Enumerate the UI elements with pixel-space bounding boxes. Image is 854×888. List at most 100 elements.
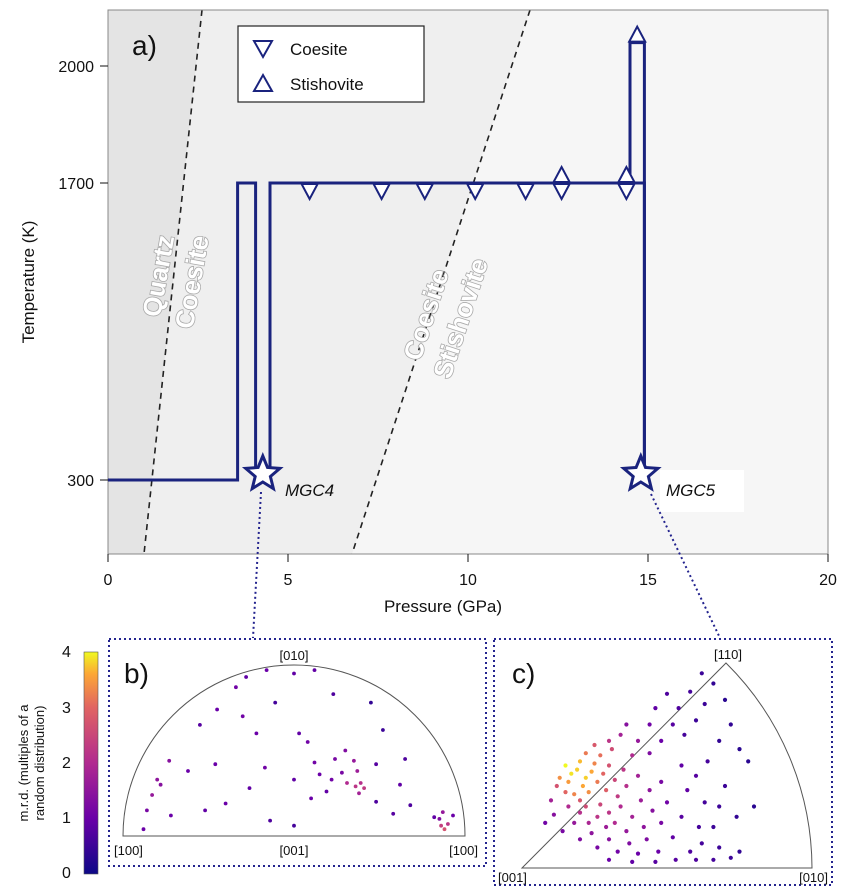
ipf-point bbox=[693, 718, 699, 723]
ipf-point bbox=[751, 804, 757, 809]
ipf-point bbox=[566, 804, 571, 809]
colorbar-tick: 0 bbox=[62, 865, 71, 882]
coesite-marker bbox=[465, 183, 485, 202]
y-axis: 2000 1700 300 bbox=[58, 59, 108, 490]
pole-label-100-right: [100] bbox=[449, 843, 478, 858]
ipf-point bbox=[606, 857, 612, 862]
coesite-marker bbox=[299, 183, 320, 202]
ipf-point bbox=[345, 781, 349, 785]
ipf-point bbox=[329, 777, 334, 782]
ipf-point bbox=[292, 823, 296, 828]
ipf-point bbox=[728, 722, 733, 727]
ipf-point bbox=[673, 857, 678, 862]
ipf-point bbox=[254, 731, 259, 736]
ipf-point bbox=[403, 757, 407, 761]
ipf-point bbox=[586, 820, 591, 826]
ipf-point bbox=[215, 707, 220, 712]
pole-label-010: [010] bbox=[280, 648, 309, 663]
ipf-point bbox=[167, 758, 172, 763]
phase-markers bbox=[299, 24, 647, 202]
ipf-point bbox=[711, 681, 716, 686]
ipf-point bbox=[566, 779, 571, 785]
y-tick-label: 300 bbox=[67, 473, 94, 490]
ipf-point bbox=[679, 763, 684, 768]
pole-label-010: [010] bbox=[799, 870, 828, 885]
panel-b: b) [010] [100] [001] [100] bbox=[108, 638, 487, 867]
ipf-point bbox=[352, 758, 356, 763]
colorbar-tick: 4 bbox=[62, 644, 71, 661]
ipf-point bbox=[722, 697, 728, 703]
ipf-point bbox=[331, 692, 336, 696]
ipf-point bbox=[580, 783, 586, 789]
ipf-point bbox=[572, 820, 577, 826]
ipf-point bbox=[554, 783, 559, 789]
ipf-point bbox=[572, 792, 577, 797]
ipf-semicircle bbox=[122, 664, 466, 837]
ipf-point bbox=[358, 781, 363, 785]
ipf-point bbox=[362, 786, 366, 790]
ipf-point bbox=[635, 738, 641, 744]
ipf-point bbox=[659, 779, 664, 785]
ipf-point bbox=[577, 798, 583, 803]
ipf-point bbox=[439, 823, 443, 828]
ipf-point bbox=[381, 728, 385, 732]
sample-star-mgc4 bbox=[241, 452, 284, 492]
ipf-point bbox=[693, 773, 699, 778]
ipf-point bbox=[670, 722, 675, 727]
ipf-point bbox=[604, 788, 609, 793]
ipf-point bbox=[598, 802, 603, 807]
ipf-point bbox=[670, 835, 675, 840]
ipf-point bbox=[728, 855, 733, 860]
ipf-point bbox=[734, 814, 739, 819]
stishovite-marker bbox=[627, 24, 647, 43]
ipf-point bbox=[612, 820, 617, 826]
ipf-point bbox=[635, 773, 641, 778]
ipf-point bbox=[569, 771, 574, 776]
ipf-point bbox=[630, 753, 635, 758]
coesite-marker bbox=[415, 183, 435, 202]
panel-label-a: a) bbox=[132, 30, 157, 61]
coesite-marker bbox=[616, 183, 637, 202]
ipf-point bbox=[273, 700, 278, 705]
ipf-point bbox=[583, 804, 588, 809]
ipf-point bbox=[244, 675, 249, 679]
x-axis-label: Pressure (GPa) bbox=[384, 597, 502, 616]
connector-mgc4 bbox=[252, 491, 262, 639]
y-tick-label: 2000 bbox=[58, 59, 94, 76]
ipf-point bbox=[577, 837, 583, 842]
ipf-point bbox=[644, 837, 649, 842]
ipf-point bbox=[589, 769, 594, 774]
x-tick-label: 0 bbox=[104, 572, 113, 589]
panel-a: a) Quartz Coesite Coesite Stishovite MGC… bbox=[19, 9, 837, 616]
ipf-point bbox=[630, 814, 635, 819]
legend-box bbox=[237, 25, 425, 103]
ipf-point bbox=[615, 794, 620, 799]
x-tick-label: 15 bbox=[639, 572, 657, 589]
ipf-point bbox=[635, 851, 641, 856]
panel-c-frame bbox=[493, 638, 833, 886]
coesite-marker bbox=[371, 183, 392, 202]
ipf-point bbox=[737, 747, 742, 752]
quartz-coesite-boundary bbox=[143, 10, 203, 554]
ipf-point bbox=[374, 799, 378, 804]
ipf-point bbox=[595, 814, 600, 819]
ipf-point bbox=[391, 811, 396, 816]
ipf-point bbox=[664, 691, 670, 696]
ipf-point bbox=[711, 824, 716, 830]
coesite-marker-icon bbox=[252, 40, 274, 60]
ipf-point bbox=[548, 798, 554, 803]
ipf-point bbox=[624, 722, 629, 727]
ipf-point bbox=[598, 753, 603, 758]
ipf-point bbox=[641, 824, 646, 830]
ipf-point bbox=[699, 841, 704, 846]
ipf-point bbox=[592, 761, 597, 766]
ipf-point bbox=[557, 775, 562, 780]
ipf-point bbox=[369, 700, 373, 705]
pole-label-001: [001] bbox=[498, 870, 527, 885]
ipf-point bbox=[685, 788, 690, 793]
ipf-point bbox=[305, 740, 310, 744]
ipf-point bbox=[679, 814, 684, 819]
ipf-point bbox=[711, 857, 716, 862]
ipf-point bbox=[398, 782, 402, 787]
